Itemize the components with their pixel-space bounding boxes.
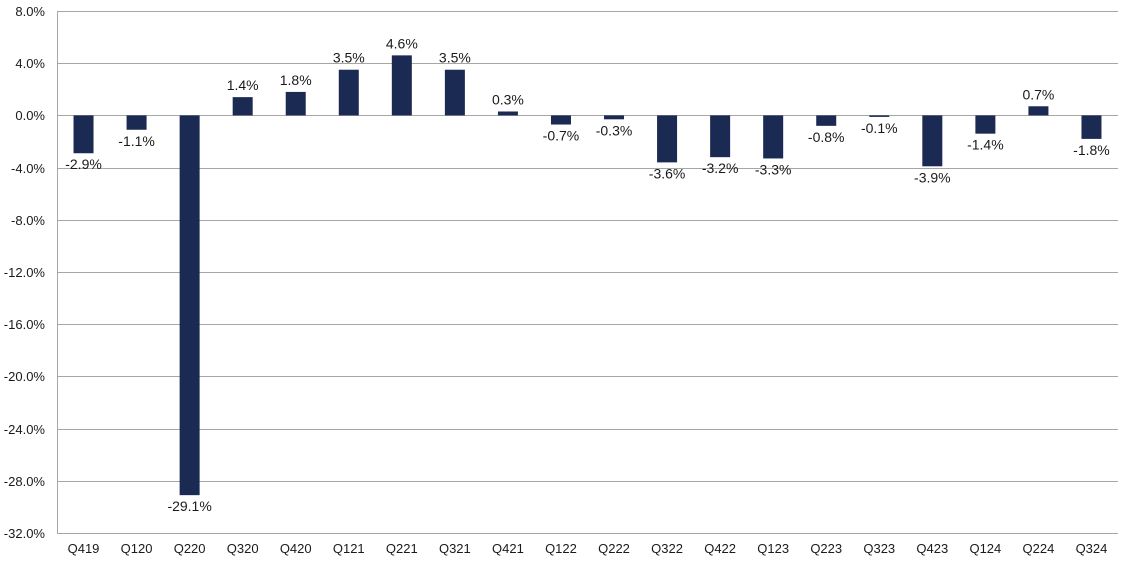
- x-tick-label: Q123: [757, 541, 789, 556]
- x-tick-label: Q324: [1076, 541, 1108, 556]
- y-tick-label: -32.0%: [4, 526, 46, 541]
- data-label: -1.8%: [1073, 142, 1110, 158]
- bar: [869, 115, 890, 117]
- y-tick-label: -24.0%: [4, 422, 46, 437]
- y-tick-label: 0.0%: [15, 108, 45, 123]
- data-label: -0.8%: [808, 129, 845, 145]
- bar: [391, 55, 412, 116]
- y-axis-ticks: 8.0% 4.0% 0.0% -4.0% -8.0% -12.0% -16.0% -20.0%…: [4, 4, 46, 541]
- y-tick-label: -20.0%: [4, 369, 46, 384]
- gridlines: [57, 11, 1118, 534]
- data-label: 3.5%: [439, 50, 471, 66]
- y-tick-label: -8.0%: [11, 213, 45, 228]
- y-tick-label: 8.0%: [15, 4, 45, 19]
- bar: [285, 91, 306, 116]
- x-tick-label: Q121: [333, 541, 365, 556]
- x-tick-label: Q122: [545, 541, 577, 556]
- data-labels: -2.9% -1.1% -29.1% 1.4% 1.8% 3.5% 4.6% 3.5% 0.3%…: [65, 35, 1110, 514]
- data-label: -3.6%: [649, 165, 686, 181]
- data-label: -1.1%: [118, 133, 155, 149]
- x-tick-label: Q320: [227, 541, 259, 556]
- x-tick-label: Q220: [174, 541, 206, 556]
- bar: [1081, 115, 1102, 139]
- x-tick-label: Q323: [863, 541, 895, 556]
- y-tick-label: 4.0%: [15, 56, 45, 71]
- x-tick-label: Q321: [439, 541, 471, 556]
- bar: [657, 115, 678, 163]
- x-tick-label: Q124: [969, 541, 1001, 556]
- bar: [444, 69, 465, 116]
- x-tick-label: Q224: [1023, 541, 1055, 556]
- x-axis-ticks: Q419 Q120 Q220 Q320 Q420 Q121 Q221 Q321 Q421 Q122…: [68, 541, 1108, 556]
- bar: [550, 115, 571, 125]
- data-label: -29.1%: [167, 498, 211, 514]
- bar: [604, 115, 625, 120]
- bar: [126, 115, 147, 130]
- data-label: -0.7%: [543, 128, 580, 144]
- data-label: 3.5%: [333, 50, 365, 66]
- bars: [73, 55, 1102, 496]
- x-tick-label: Q422: [704, 541, 736, 556]
- x-tick-label: Q419: [68, 541, 100, 556]
- data-label: 1.4%: [227, 77, 259, 93]
- bar: [975, 115, 996, 134]
- x-tick-label: Q223: [810, 541, 842, 556]
- data-label: -3.9%: [914, 169, 951, 185]
- data-label: 0.3%: [492, 91, 524, 107]
- data-label: -2.9%: [65, 156, 102, 172]
- bar: [497, 111, 518, 116]
- bar: [763, 115, 784, 159]
- x-tick-label: Q421: [492, 541, 524, 556]
- data-label: 0.7%: [1022, 86, 1054, 102]
- bar: [179, 115, 200, 496]
- data-label: 4.6%: [386, 35, 418, 51]
- bar: [710, 115, 731, 158]
- bar: [816, 115, 837, 126]
- y-tick-label: -28.0%: [4, 474, 46, 489]
- y-tick-label: -4.0%: [11, 161, 45, 176]
- data-label: -3.3%: [755, 161, 792, 177]
- x-tick-label: Q420: [280, 541, 312, 556]
- bar: [922, 115, 943, 167]
- data-label: 1.8%: [280, 72, 312, 88]
- x-tick-label: Q221: [386, 541, 418, 556]
- data-label: -1.4%: [967, 137, 1004, 153]
- x-tick-label: Q423: [916, 541, 948, 556]
- y-tick-label: -16.0%: [4, 317, 46, 332]
- data-label: -0.1%: [861, 120, 898, 136]
- x-tick-label: Q322: [651, 541, 683, 556]
- y-tick-label: -12.0%: [4, 265, 46, 280]
- x-tick-label: Q120: [121, 541, 153, 556]
- bar: [232, 97, 253, 116]
- data-label: -0.3%: [596, 122, 633, 138]
- x-tick-label: Q222: [598, 541, 630, 556]
- data-label: -3.2%: [702, 160, 739, 176]
- bar: [1028, 106, 1049, 116]
- bar: [338, 69, 359, 116]
- bar: [73, 115, 94, 154]
